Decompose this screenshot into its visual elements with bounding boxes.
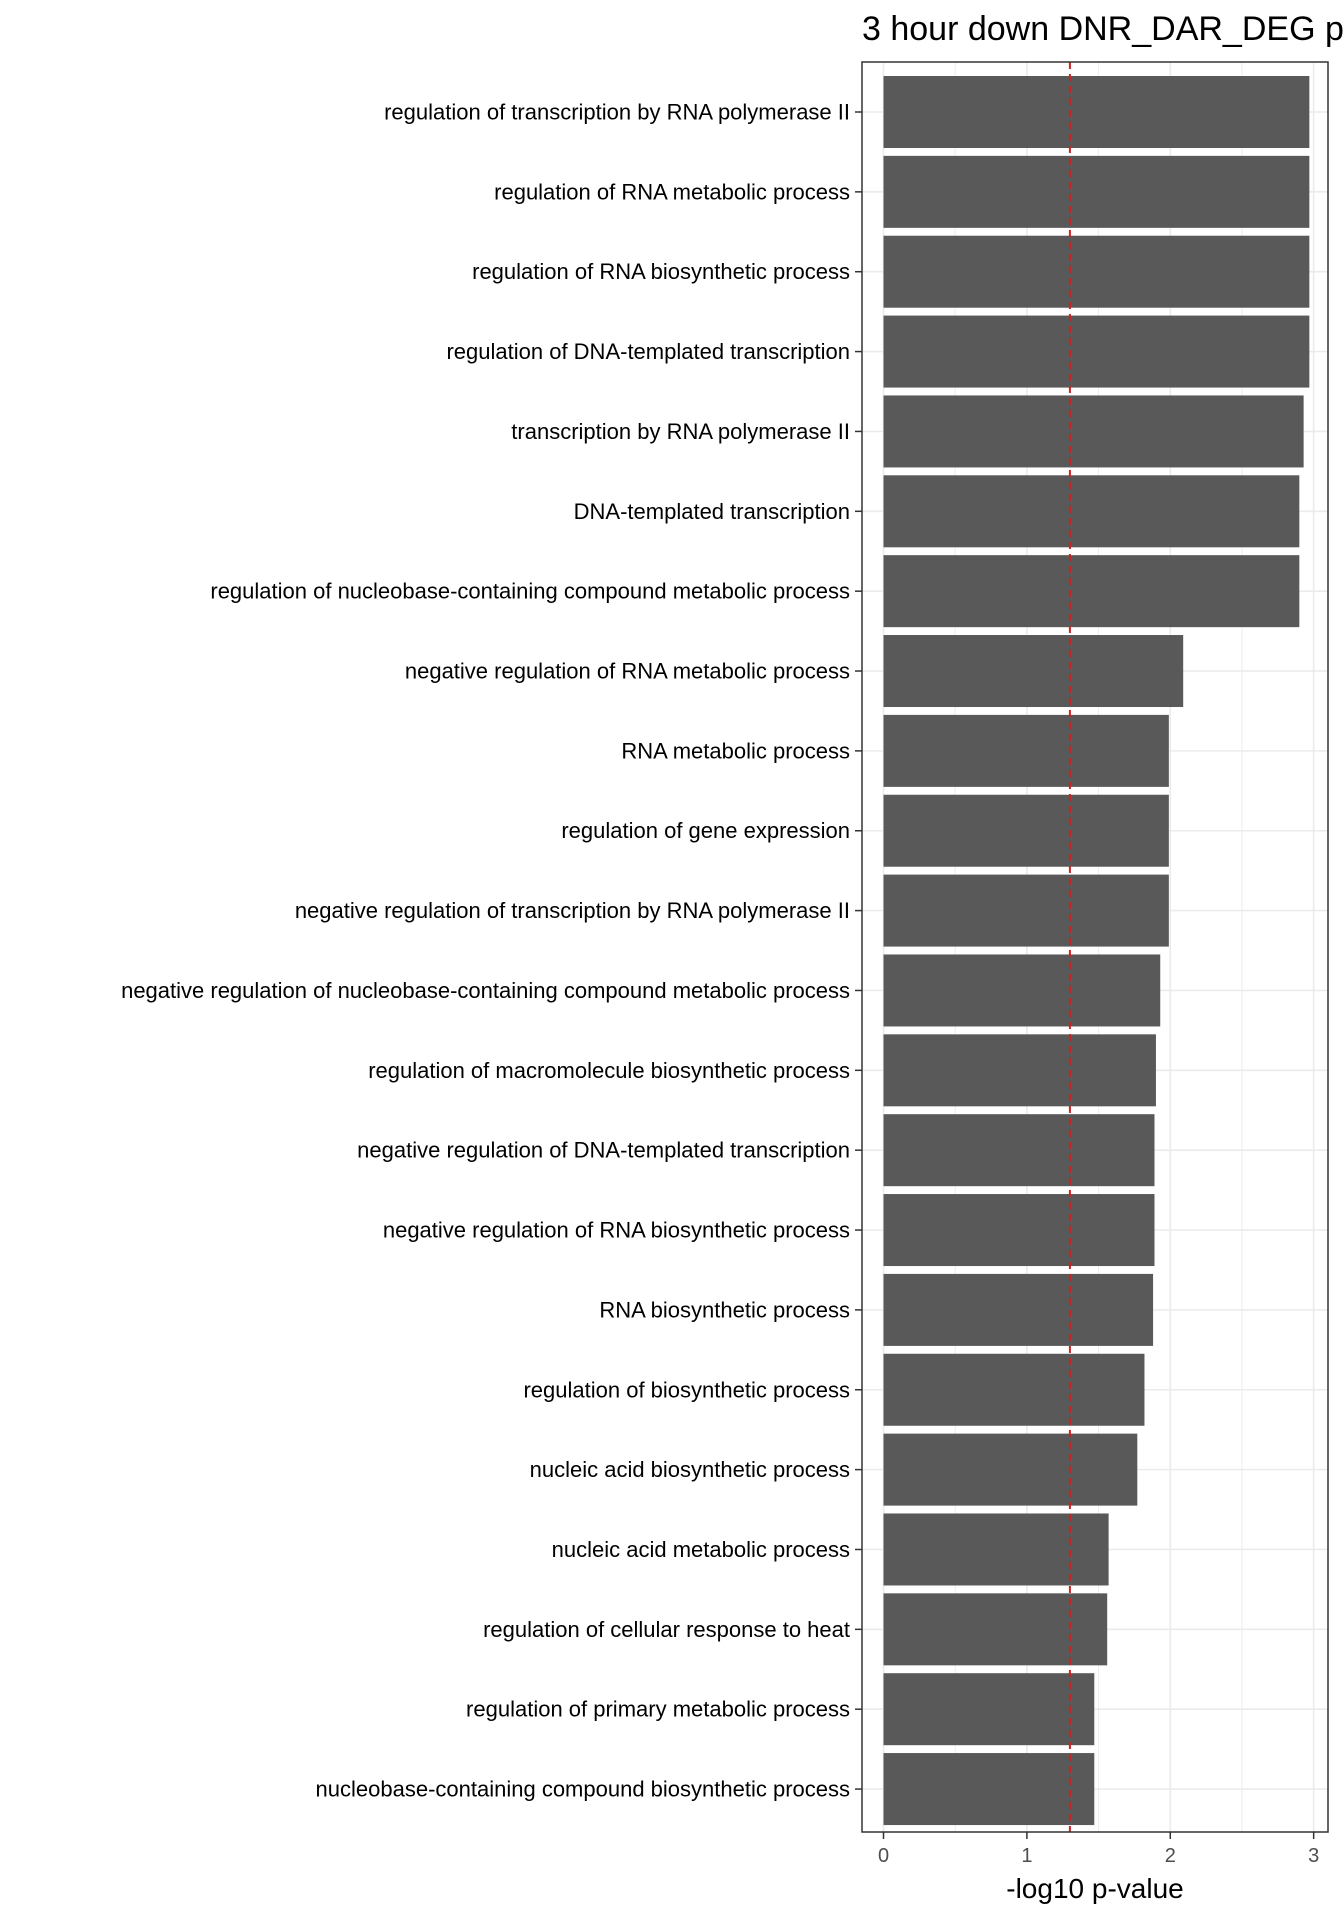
bar xyxy=(883,315,1310,388)
x-axis-title: -log10 p-value xyxy=(1006,1873,1183,1904)
bar xyxy=(883,874,1169,947)
panel-border xyxy=(861,61,1329,1833)
bar xyxy=(883,1034,1156,1107)
bar xyxy=(883,635,1184,708)
category-label: regulation of transcription by RNA polym… xyxy=(384,100,850,125)
category-label: regulation of RNA biosynthetic process xyxy=(472,259,850,284)
x-tick-label: 0 xyxy=(878,1845,889,1867)
category-label: regulation of cellular response to heat xyxy=(483,1617,850,1642)
bar xyxy=(883,714,1169,787)
bar xyxy=(883,76,1310,148)
category-label: RNA biosynthetic process xyxy=(599,1297,850,1322)
x-axis-ticks: 0 1 2 3 xyxy=(878,1832,1319,1867)
category-label: regulation of macromolecule biosynthetic… xyxy=(368,1058,850,1083)
bar xyxy=(883,1353,1145,1426)
category-label: nucleic acid metabolic process xyxy=(552,1537,850,1562)
bar xyxy=(883,555,1300,628)
bar xyxy=(883,1513,1109,1586)
category-label: regulation of primary metabolic process xyxy=(466,1697,850,1722)
category-label: negative regulation of nucleobase-contai… xyxy=(121,978,850,1003)
bar xyxy=(883,1593,1108,1666)
category-label: regulation of DNA-templated transcriptio… xyxy=(446,339,850,364)
category-label: regulation of nucleobase-containing comp… xyxy=(210,579,850,604)
category-label: negative regulation of DNA-templated tra… xyxy=(357,1138,850,1163)
category-label: nucleobase-containing compound biosynthe… xyxy=(316,1777,850,1802)
category-label: regulation of biosynthetic process xyxy=(523,1377,850,1402)
bar xyxy=(883,475,1300,548)
bar xyxy=(883,395,1304,468)
bar xyxy=(883,155,1310,228)
category-label: regulation of gene expression xyxy=(561,818,850,843)
bar xyxy=(883,1114,1155,1187)
bar-layer xyxy=(883,76,1310,1826)
y-axis-labels: regulation of transcription by RNA polym… xyxy=(121,100,862,1802)
bar xyxy=(883,1273,1154,1346)
category-label: DNA-templated transcription xyxy=(574,499,850,524)
category-label: nucleic acid biosynthetic process xyxy=(530,1457,850,1482)
x-tick-label: 2 xyxy=(1165,1845,1176,1867)
bar xyxy=(883,235,1310,308)
bar xyxy=(883,1753,1095,1826)
category-label: RNA metabolic process xyxy=(621,738,850,763)
category-label: negative regulation of RNA biosynthetic … xyxy=(383,1218,850,1243)
category-label: regulation of RNA metabolic process xyxy=(494,179,850,204)
bar xyxy=(883,1194,1155,1267)
category-label: negative regulation of transcription by … xyxy=(295,898,850,923)
x-tick-label: 1 xyxy=(1021,1845,1032,1867)
chart-title: 3 hour down DNR_DAR_DEG p xyxy=(862,10,1344,48)
x-tick-label: 3 xyxy=(1308,1845,1319,1867)
bar xyxy=(883,1673,1095,1746)
category-label: negative regulation of RNA metabolic pro… xyxy=(405,659,850,684)
bar xyxy=(883,794,1169,867)
bar xyxy=(883,954,1161,1027)
bar xyxy=(883,1433,1138,1506)
category-label: transcription by RNA polymerase II xyxy=(511,419,850,444)
